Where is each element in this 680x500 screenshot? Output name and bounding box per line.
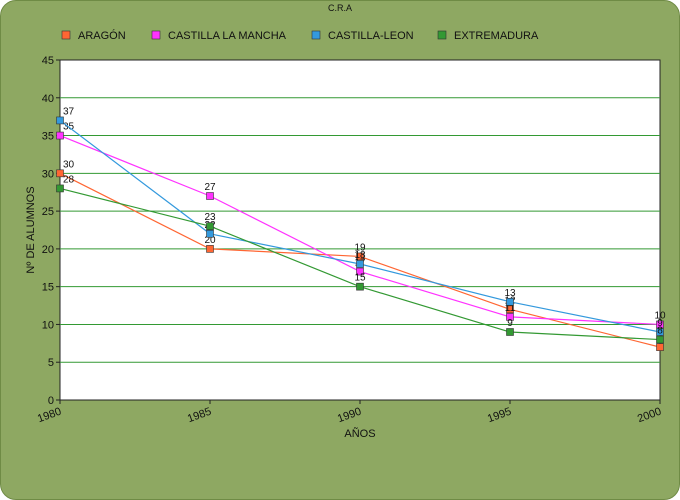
y-tick-label: 40 xyxy=(42,93,54,105)
y-tick-label: 10 xyxy=(42,319,54,331)
data-point xyxy=(206,245,214,253)
data-label: 28 xyxy=(63,174,75,185)
plot-area xyxy=(59,59,661,401)
data-label: 11 xyxy=(505,303,516,314)
data-label: 13 xyxy=(504,288,516,299)
series-layer: 302019127352717111037221813928231598 xyxy=(56,106,666,351)
legend-swatch xyxy=(311,30,321,40)
data-point xyxy=(356,252,364,261)
grid-lines xyxy=(60,97,660,363)
x-tick-label: 2000 xyxy=(636,406,663,426)
series-0: 302019127 xyxy=(56,159,664,351)
x-axis-ticks: 1980 1985 1990 1995 2000 xyxy=(36,400,663,425)
data-label: 37 xyxy=(63,106,75,117)
x-tick-label: 1985 xyxy=(186,406,213,426)
y-tick-label: 25 xyxy=(42,206,54,218)
legend-swatch xyxy=(437,30,447,40)
y-tick-label: 5 xyxy=(48,357,54,369)
data-label: 27 xyxy=(204,182,216,193)
y-tick-label: 0 xyxy=(48,395,54,407)
data-point xyxy=(206,229,214,238)
data-label: 20 xyxy=(204,235,216,246)
data-point xyxy=(206,222,214,231)
data-point xyxy=(56,184,64,193)
y-axis-ticks: 0 5 10 15 20 25 30 35 40 45 xyxy=(42,55,60,407)
data-point xyxy=(656,328,664,336)
legend: ARAGÓN CASTILLA LA MANCHA CASTILLA-LEON EXT… xyxy=(61,29,539,42)
data-point xyxy=(656,335,664,344)
legend-item: CASTILLA LA MANCHA xyxy=(151,30,287,42)
data-point xyxy=(506,328,514,336)
legend-item: EXTREMADURA xyxy=(437,30,539,42)
legend-label: EXTREMADURA xyxy=(454,30,539,42)
data-point xyxy=(56,116,64,125)
legend-swatch xyxy=(61,30,71,40)
y-tick-label: 45 xyxy=(42,55,54,67)
y-tick-label: 20 xyxy=(42,244,54,256)
data-point xyxy=(506,305,514,314)
legend-item: ARAGÓN xyxy=(61,29,126,42)
data-label: 8 xyxy=(657,326,663,337)
x-tick-label: 1995 xyxy=(486,406,513,426)
x-axis-label: AÑOS xyxy=(344,427,375,440)
data-label: 23 xyxy=(204,212,216,223)
data-label: 30 xyxy=(63,159,75,170)
y-tick-label: 30 xyxy=(42,168,54,180)
legend-label: ARAGÓN xyxy=(78,29,126,42)
legend-label: CASTILLA-LEON xyxy=(328,30,414,42)
data-point xyxy=(206,192,214,200)
data-point xyxy=(656,343,664,351)
x-tick-label: 1980 xyxy=(36,406,63,426)
data-point xyxy=(506,297,514,306)
legend-label: CASTILLA LA MANCHA xyxy=(168,30,287,42)
legend-swatch xyxy=(151,30,161,40)
data-label: 15 xyxy=(354,273,366,284)
data-point xyxy=(506,313,514,321)
data-label: 19 xyxy=(354,242,366,253)
data-point xyxy=(356,260,364,268)
data-point xyxy=(356,267,364,276)
y-tick-label: 35 xyxy=(42,131,54,143)
data-label: 9 xyxy=(507,318,513,329)
y-tick-label: 15 xyxy=(42,282,54,294)
x-tick-label: 1990 xyxy=(336,406,363,426)
legend-item: CASTILLA-LEON xyxy=(311,30,414,42)
y-axis-label: Nº DE ALUMNOS xyxy=(25,186,37,273)
data-point xyxy=(56,131,64,140)
data-label: 9 xyxy=(657,318,663,329)
data-point xyxy=(656,320,664,329)
data-label: 10 xyxy=(654,310,666,321)
data-label: 18 xyxy=(354,250,366,261)
data-point xyxy=(56,169,64,178)
data-point xyxy=(356,282,364,291)
chart-title: C.R.A xyxy=(328,3,352,13)
